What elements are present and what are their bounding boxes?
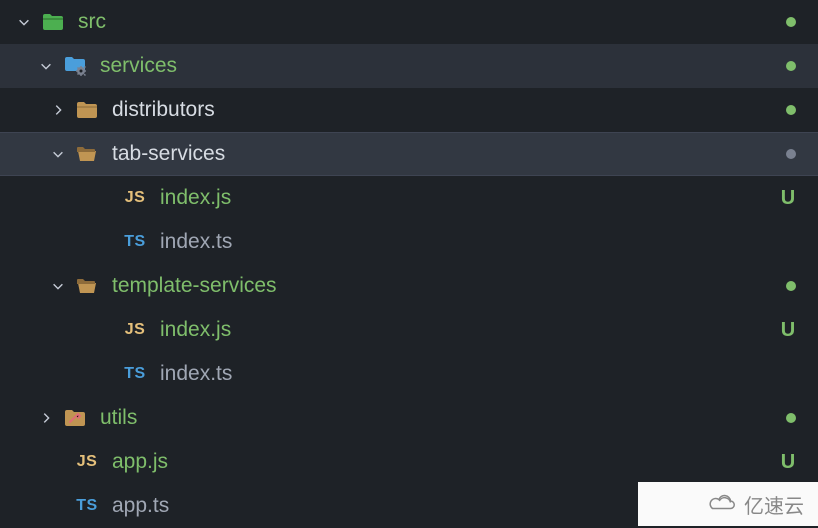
tree-file-index-js[interactable]: JS index.jsU: [0, 176, 818, 220]
tree-folder-src[interactable]: src: [0, 0, 818, 44]
file-tree: src services distributors tab-services JS in…: [0, 0, 818, 528]
ts-file-icon: TS: [124, 233, 145, 251]
folder-utils-icon: [64, 409, 86, 427]
tree-item-label: distributors: [112, 98, 786, 122]
git-status-untracked: U: [780, 451, 796, 474]
tree-file-index-js[interactable]: JS index.jsU: [0, 308, 818, 352]
git-status-modified-dot: [786, 105, 796, 115]
ts-file-icon: TS: [124, 365, 145, 383]
ts-file-icon: TS: [76, 497, 97, 515]
tree-folder-services[interactable]: services: [0, 44, 818, 88]
tree-item-label: index.js: [160, 318, 780, 342]
tree-file-index-ts[interactable]: TS index.ts: [0, 220, 818, 264]
chevron-right-icon[interactable]: [38, 410, 54, 426]
watermark: 亿速云: [638, 482, 818, 526]
tree-item-label: index.js: [160, 186, 780, 210]
js-file-icon: JS: [125, 321, 146, 339]
tree-item-label: index.ts: [160, 362, 780, 386]
tree-item-label: index.ts: [160, 230, 780, 254]
tree-folder-tab-services[interactable]: tab-services: [0, 132, 818, 176]
chevron-right-icon[interactable]: [50, 102, 66, 118]
tree-folder-distributors[interactable]: distributors: [0, 88, 818, 132]
folder-icon: [76, 145, 98, 163]
chevron-down-icon[interactable]: [50, 146, 66, 162]
git-status-modified-dot: [786, 17, 796, 27]
tree-file-index-ts[interactable]: TS index.ts: [0, 352, 818, 396]
chevron-down-icon[interactable]: [16, 14, 32, 30]
cloud-icon: [708, 493, 738, 515]
git-status-dot: [786, 149, 796, 159]
git-status-modified-dot: [786, 61, 796, 71]
js-file-icon: JS: [125, 189, 146, 207]
chevron-down-icon[interactable]: [38, 58, 54, 74]
tree-item-label: tab-services: [112, 142, 786, 166]
tree-item-label: utils: [100, 406, 786, 430]
git-status-modified-dot: [786, 281, 796, 291]
folder-icon: [76, 277, 98, 295]
folder-icon: [76, 101, 98, 119]
tree-item-label: services: [100, 54, 786, 78]
chevron-down-icon[interactable]: [50, 278, 66, 294]
tree-file-app-js[interactable]: JS app.jsU: [0, 440, 818, 484]
tree-item-label: src: [78, 10, 786, 34]
git-status-untracked: U: [780, 319, 796, 342]
git-status-modified-dot: [786, 413, 796, 423]
tree-folder-utils[interactable]: utils: [0, 396, 818, 440]
js-file-icon: JS: [77, 453, 98, 471]
git-status-untracked: U: [780, 187, 796, 210]
tree-folder-template-services[interactable]: template-services: [0, 264, 818, 308]
folder-services-icon: [64, 56, 86, 76]
watermark-text: 亿速云: [744, 490, 804, 519]
tree-item-label: app.js: [112, 450, 780, 474]
folder-src-icon: [42, 13, 64, 31]
tree-item-label: template-services: [112, 274, 786, 298]
